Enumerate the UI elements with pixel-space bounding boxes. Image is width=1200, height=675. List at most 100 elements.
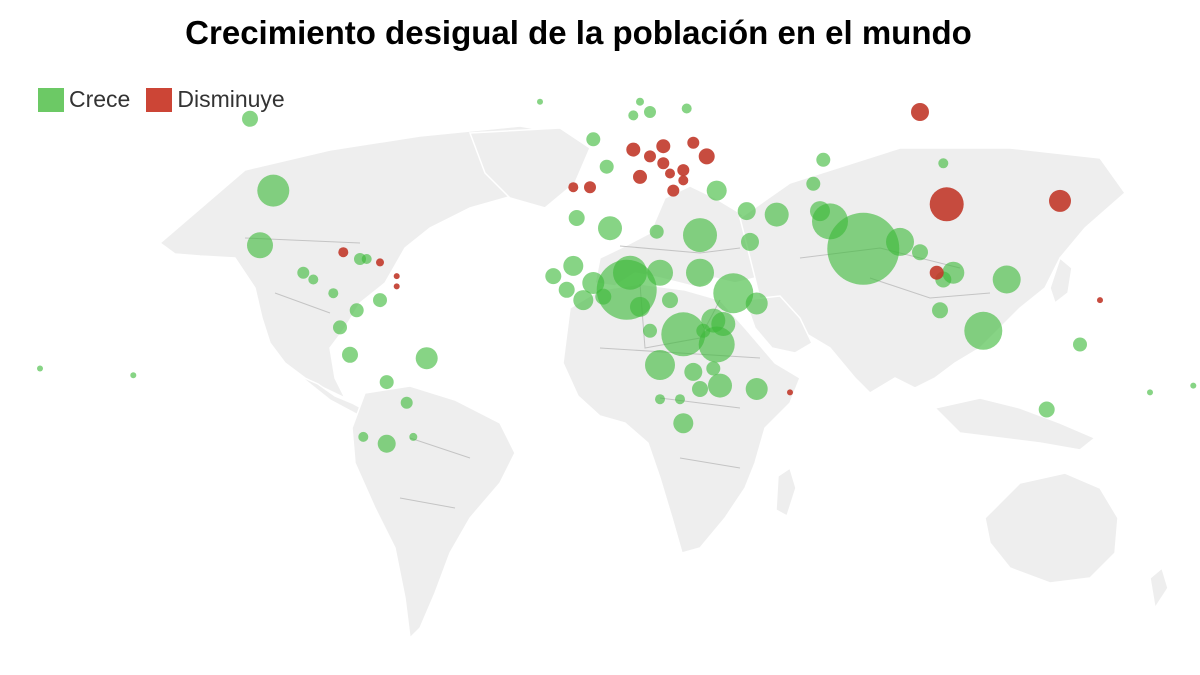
bubble-decline-95 <box>393 273 400 280</box>
bubble-grow-45 <box>1038 401 1055 418</box>
bubble-grow-12 <box>886 227 914 256</box>
bubble-decline-86 <box>665 168 675 179</box>
bubble-decline-37 <box>911 103 929 121</box>
legend-swatch-decline <box>146 87 173 112</box>
bubble-decline-77 <box>667 184 680 197</box>
bubble-grow-66 <box>696 323 711 338</box>
bubble-grow-100 <box>1190 382 1197 389</box>
bubble-grow-48 <box>558 281 575 298</box>
bubble-grow-94 <box>636 97 644 106</box>
bubble-grow-15 <box>247 232 273 259</box>
bubble-grow-46 <box>568 210 585 226</box>
bubble-decline-60 <box>656 139 671 154</box>
bubble-decline-84 <box>568 182 579 193</box>
bubble-grow-50 <box>662 292 678 309</box>
bubble-grow-70 <box>400 396 413 409</box>
bubble-grow-69 <box>297 266 310 279</box>
legend-item-grow: Crece <box>38 86 130 113</box>
world-map <box>0 78 1200 675</box>
bubble-grow-8 <box>683 218 717 253</box>
bubble-grow-11 <box>645 350 675 380</box>
bubble-grow-26 <box>582 272 605 294</box>
bubble-grow-27 <box>745 378 768 400</box>
bubble-grow-20 <box>711 312 736 336</box>
bubble-decline-75 <box>677 164 690 177</box>
land-layer <box>158 125 1169 640</box>
bubble-grow-56 <box>599 159 614 174</box>
bubble-grow-87 <box>628 110 639 121</box>
bubble-grow-25 <box>745 292 768 315</box>
bubble-grow-30 <box>563 255 584 276</box>
bubble-grow-4 <box>964 311 1003 350</box>
bubble-grow-21 <box>708 373 732 398</box>
bubble-grow-9 <box>613 255 647 290</box>
bubble-grow-40 <box>342 346 358 363</box>
bubble-decline-72 <box>584 181 596 194</box>
bubble-grow-35 <box>737 202 756 221</box>
bubble-decline-58 <box>626 142 641 157</box>
bubble-grow-18 <box>598 216 622 241</box>
bubble-grow-99 <box>1147 389 1153 396</box>
bubble-grow-65 <box>649 224 664 239</box>
chart-title: Crecimiento desigual de la población en … <box>185 14 972 51</box>
legend-swatch-grow <box>38 87 64 112</box>
bubble-decline-73 <box>644 150 656 163</box>
bubble-grow-34 <box>377 434 396 453</box>
bubble-decline-76 <box>687 136 700 149</box>
bubble-grow-22 <box>415 347 438 370</box>
bubble-grow-10 <box>257 174 290 207</box>
bubble-decline-59 <box>633 169 647 184</box>
bubble-grow-88 <box>681 103 692 114</box>
bubble-grow-80 <box>328 288 339 299</box>
bubble-grow-29 <box>810 201 830 222</box>
bubble-grow-28 <box>706 180 727 201</box>
bubble-grow-64 <box>1073 337 1087 352</box>
bubble-grow-44 <box>932 302 948 319</box>
legend-label-grow: Crece <box>69 86 131 112</box>
bubble-grow-98 <box>130 372 137 379</box>
land-madagascar <box>775 466 797 518</box>
legend-item-decline: Disminuye <box>146 86 285 113</box>
bubble-grow-53 <box>373 293 387 308</box>
bubble-grow-90 <box>655 394 665 405</box>
bubble-decline-101 <box>787 389 793 396</box>
bubble-grow-17 <box>764 202 789 227</box>
land-indonesia <box>933 397 1097 451</box>
bubble-decline-85 <box>678 175 689 186</box>
bubble-grow-51 <box>692 381 708 397</box>
bubble-decline-41 <box>698 148 715 165</box>
bubble-decline-93 <box>376 258 384 267</box>
bubble-grow-91 <box>675 394 685 405</box>
bubble-grow-42 <box>912 244 928 261</box>
bubble-grow-2 <box>661 312 706 357</box>
bubble-grow-49 <box>595 288 612 305</box>
bubble-grow-38 <box>684 362 703 381</box>
bubble-grow-78 <box>644 106 656 118</box>
bubble-grow-13 <box>992 265 1021 294</box>
bubble-decline-82 <box>338 247 349 258</box>
bubble-grow-79 <box>308 274 319 285</box>
legend-label-decline: Disminuye <box>177 86 285 112</box>
bubble-grow-39 <box>242 110 258 127</box>
bubble-grow-14 <box>686 258 714 287</box>
bubble-grow-67 <box>643 323 657 338</box>
map-svg <box>37 97 1197 640</box>
bubble-grow-52 <box>349 303 364 318</box>
bubble-grow-31 <box>573 290 594 311</box>
bubble-grow-3 <box>713 273 754 314</box>
bubble-grow-61 <box>816 152 831 167</box>
bubble-decline-74 <box>657 157 670 170</box>
bubble-grow-16 <box>647 259 673 286</box>
bubble-grow-83 <box>361 254 372 264</box>
bubble-grow-89 <box>938 158 949 169</box>
bubble-grow-92 <box>409 432 418 441</box>
bubble-grow-47 <box>545 268 562 285</box>
land-new-zealand <box>1149 566 1169 611</box>
bubble-grow-54 <box>333 320 347 335</box>
bubble-grow-62 <box>806 176 821 191</box>
bubble-layer <box>37 97 1197 453</box>
bubble-decline-23 <box>1049 189 1071 212</box>
bubble-grow-33 <box>673 413 694 434</box>
land-japan <box>1049 256 1073 305</box>
bubble-decline-63 <box>929 265 944 280</box>
